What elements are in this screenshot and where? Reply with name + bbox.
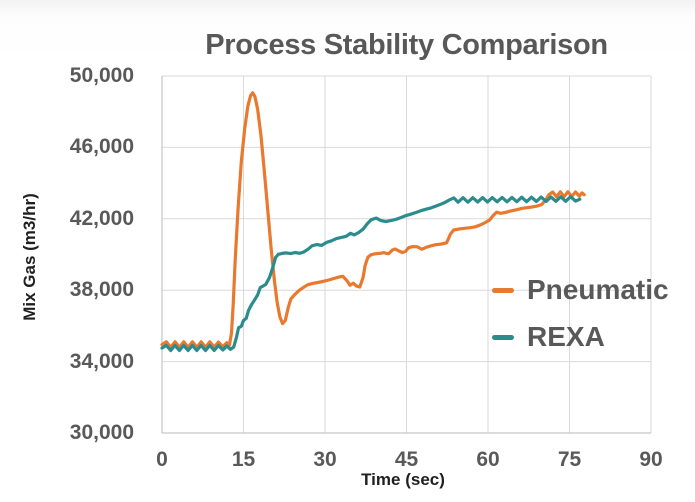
x-tick-label: 45: [394, 448, 419, 471]
pneumatic-line-swatch: [492, 287, 514, 293]
series-line-pneumatic: [160, 91, 586, 349]
x-tick-label: 90: [639, 448, 663, 471]
rexa-line-swatch: [492, 334, 514, 340]
x-tick-label: 30: [313, 448, 337, 471]
legend-item-rexa: REXA: [492, 319, 605, 355]
y-tick-label: 38,000: [69, 278, 134, 302]
y-tick-label: 42,000: [69, 206, 134, 230]
y-tick-label: 46,000: [69, 135, 134, 159]
series-line-rexa: [160, 195, 582, 353]
x-tick-label: 15: [231, 448, 256, 471]
y-axis-title: Mix Gas (m3/hr): [20, 193, 39, 321]
x-tick-label: 60: [476, 448, 500, 471]
y-tick-label: 30,000: [69, 421, 134, 444]
chart-title: Process Stability Comparison: [205, 29, 608, 61]
x-axis-title: Time (sec): [361, 470, 445, 489]
x-tick-label: 75: [557, 448, 582, 471]
legend-label-rexa: REXA: [527, 321, 605, 352]
y-tick-label: 50,000: [69, 64, 134, 87]
legend-label-pneumatic: Pneumatic: [527, 274, 669, 305]
legend-item-pneumatic: Pneumatic: [492, 272, 669, 308]
y-tick-label: 34,000: [69, 349, 134, 373]
x-tick-label: 0: [156, 448, 168, 471]
